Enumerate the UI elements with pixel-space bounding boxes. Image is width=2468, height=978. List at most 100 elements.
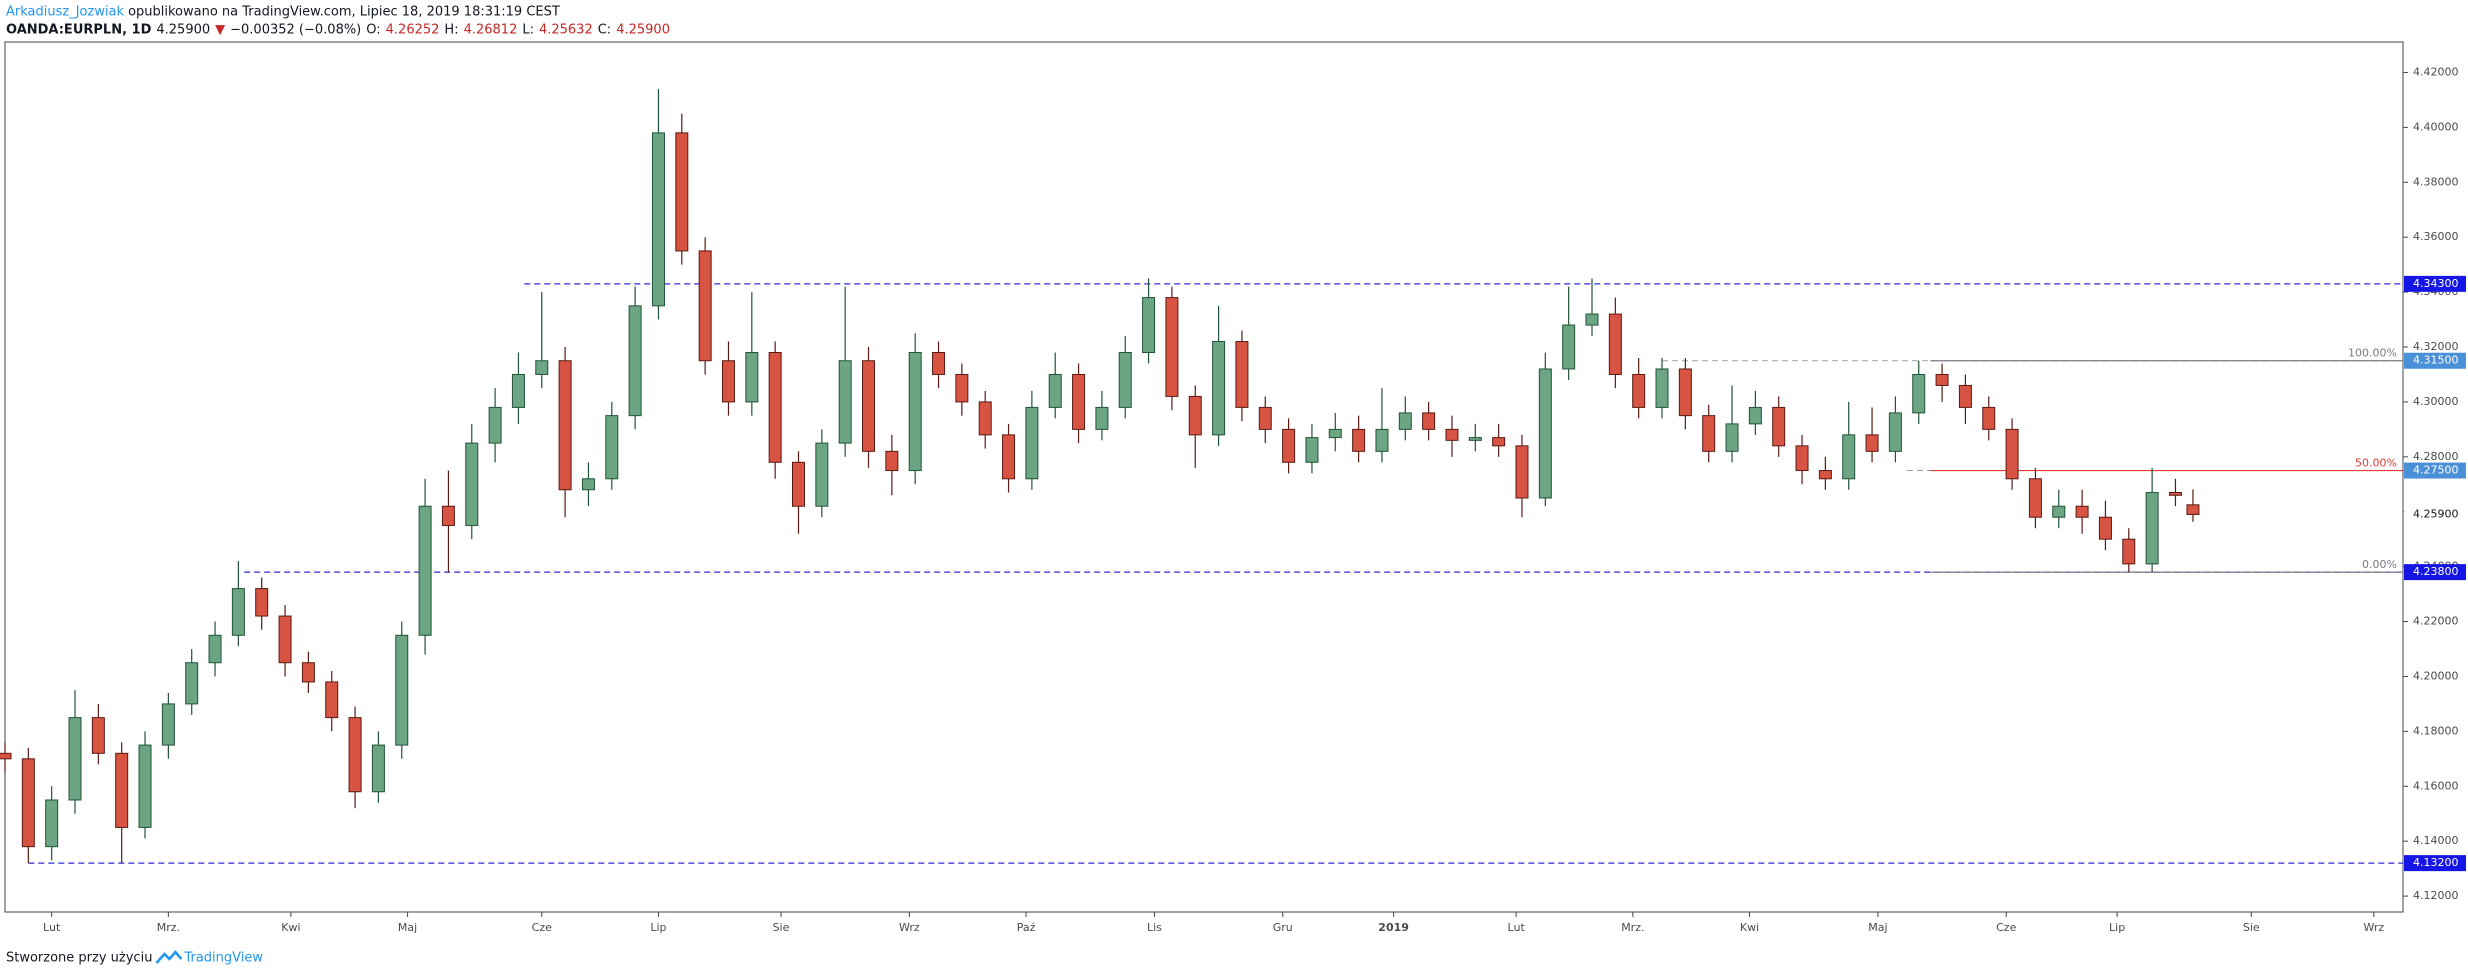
price-badge	[2404, 352, 2466, 369]
candle-body	[1445, 428, 1459, 441]
price-badge-label: 4.31500	[2413, 354, 2459, 367]
x-tick-label: Paź	[1017, 921, 1036, 934]
candle-body	[1982, 406, 1996, 430]
x-tick-label: Kwi	[281, 921, 300, 934]
candle-body	[1235, 341, 1249, 408]
logo	[155, 950, 183, 964]
candle-body	[2052, 505, 2066, 518]
candle-body	[1795, 445, 1809, 472]
candle-body	[675, 132, 689, 252]
candle-body	[1212, 341, 1226, 436]
x-tick-label: Mrz.	[1621, 921, 1644, 934]
candle-body	[628, 305, 642, 417]
low: 4.25632	[539, 23, 593, 38]
fib-label: 0.00%	[2362, 558, 2397, 571]
candle-body	[395, 634, 409, 746]
x-tick-label: Lip	[650, 921, 666, 934]
x-tick-label: Sie	[773, 921, 790, 934]
candle-body	[441, 505, 455, 526]
symbol: OANDA:EURPLN, 1D	[6, 23, 152, 38]
price-badge-label: 4.23800	[2413, 565, 2459, 578]
y-tick-label: 4.38000	[2413, 175, 2459, 188]
open-label: O:	[366, 23, 380, 38]
candle-body	[1958, 384, 1972, 408]
x-tick-label: Wrz	[2363, 921, 2384, 934]
candle-body	[2028, 478, 2042, 518]
price-badge	[2404, 855, 2466, 872]
x-tick-label: Kwi	[1740, 921, 1759, 934]
footer-brand: TradingView	[183, 951, 263, 966]
candle-body	[2145, 492, 2159, 565]
candle-body	[348, 717, 362, 793]
x-tick-label: Maj	[398, 921, 417, 934]
candle-body	[1678, 368, 1692, 417]
candle-body	[511, 373, 525, 408]
candle-body	[698, 250, 712, 362]
candle-body	[1608, 313, 1622, 375]
candle-body	[885, 450, 899, 472]
high: 4.26812	[464, 23, 518, 38]
candle-body	[1562, 324, 1576, 370]
candle-body	[581, 478, 595, 491]
candle-body	[1842, 434, 1856, 480]
y-tick-label: 4.42000	[2413, 65, 2459, 78]
x-tick-label: Lut	[1508, 921, 1526, 934]
candle-body	[1725, 423, 1739, 452]
price-badge-label: 4.25900	[2413, 507, 2459, 520]
price-badge-label: 4.34300	[2413, 277, 2459, 290]
candle-body	[2075, 505, 2089, 518]
candle-body	[278, 615, 292, 664]
candle-body	[838, 360, 852, 444]
candle-body	[1305, 437, 1319, 463]
candle-body	[371, 744, 385, 793]
candle-body	[465, 442, 479, 526]
published: opublikowano na TradingView.com, Lipiec …	[128, 5, 560, 20]
candle-body	[1375, 428, 1389, 452]
candle-body	[1165, 297, 1179, 397]
price-badge	[2404, 564, 2466, 581]
y-tick-label: 4.18000	[2413, 724, 2459, 737]
candle-body	[1772, 406, 1786, 447]
candle-body	[1702, 415, 1716, 452]
candle-body	[1352, 428, 1366, 452]
open: 4.26252	[386, 23, 440, 38]
candle-body	[1748, 406, 1762, 425]
candle-body	[791, 461, 805, 507]
candle-body	[1188, 395, 1202, 436]
candle-body	[1048, 373, 1062, 408]
x-tick-label: Lip	[2109, 921, 2125, 934]
candle-body	[1328, 428, 1342, 439]
fib-label: 50.00%	[2355, 457, 2397, 470]
price-badge	[2404, 506, 2466, 523]
candle-body	[1585, 313, 1599, 326]
y-tick-label: 4.16000	[2413, 779, 2459, 792]
x-tick-label: Gru	[1273, 921, 1293, 934]
candle-body	[1072, 373, 1086, 430]
candle-body	[488, 406, 502, 444]
candle-body	[208, 634, 222, 664]
x-tick-label: Wrz	[899, 921, 920, 934]
candle-body	[325, 681, 339, 719]
candle-body	[978, 401, 992, 436]
candle-body	[1258, 406, 1272, 430]
candle-body	[1002, 434, 1016, 480]
candle-body	[91, 717, 105, 754]
candle-body	[1888, 412, 1902, 452]
y-tick-label: 4.14000	[2413, 834, 2459, 847]
candle-body	[1655, 368, 1669, 408]
footer-text: Stworzone przy użyciu	[6, 951, 152, 966]
candle-body	[768, 351, 782, 463]
candle-body	[558, 360, 572, 491]
author[interactable]: Arkadiusz_Jozwiak	[6, 5, 125, 20]
price-badge-label: 4.27500	[2413, 464, 2459, 477]
candle-body	[1492, 437, 1506, 447]
candle-body	[21, 758, 35, 848]
candle-body	[301, 662, 315, 683]
candle-body	[68, 717, 82, 801]
y-tick-label: 4.32000	[2413, 340, 2459, 353]
candle-body	[862, 360, 876, 452]
candle-body	[45, 799, 59, 848]
plot-frame	[4, 41, 2404, 913]
candle-body	[255, 588, 269, 617]
